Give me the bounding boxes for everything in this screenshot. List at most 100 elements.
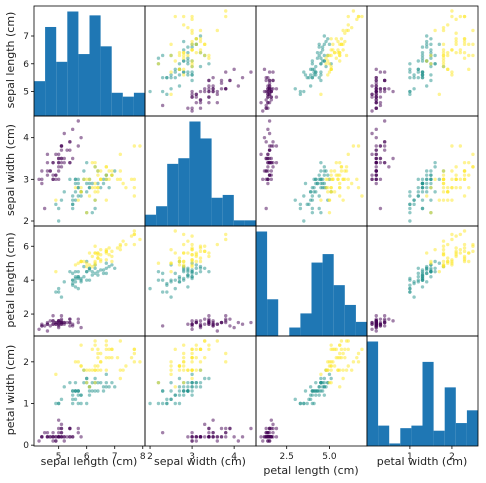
scatter-point — [54, 439, 58, 443]
scatter-point — [215, 439, 220, 443]
scatter-point — [56, 165, 61, 169]
scatter-point — [429, 185, 433, 190]
scatter-point — [211, 84, 215, 88]
scatter-point — [462, 37, 467, 41]
scatter-point — [374, 148, 378, 152]
scatter-point — [339, 339, 344, 343]
scatter-point — [194, 266, 198, 270]
scatter-point — [99, 177, 103, 182]
scatter-point — [190, 319, 194, 323]
scatter-point — [169, 53, 173, 58]
scatter-point — [374, 144, 378, 148]
scatter-point — [51, 322, 55, 326]
scatter-point — [59, 426, 64, 431]
scatter-point — [408, 286, 412, 291]
scatter-point — [207, 78, 211, 83]
panel-sepal-width-vs-petal-width — [366, 115, 479, 227]
hist-bar — [156, 206, 168, 226]
scatter-point — [186, 380, 190, 385]
scatter-point — [186, 62, 190, 66]
scatter-point — [458, 50, 463, 55]
scatter-point — [224, 70, 228, 74]
scatter-point — [181, 264, 186, 269]
scatter-point — [169, 380, 173, 385]
scatter-point — [374, 173, 378, 177]
scatter-point — [374, 87, 378, 91]
scatter-point — [266, 95, 270, 99]
scatter-point — [437, 92, 442, 97]
scatter-point — [70, 283, 75, 287]
scatter-point — [458, 247, 463, 252]
scatter-point — [374, 106, 378, 110]
scatter-point — [177, 256, 182, 260]
scatter-point — [173, 401, 177, 406]
scatter-point — [310, 75, 315, 80]
scatter-point — [408, 290, 412, 294]
scatter-point — [70, 393, 75, 397]
scatter-point — [302, 401, 306, 406]
scatter-point — [378, 317, 383, 321]
scatter-point — [104, 266, 109, 270]
scatter-point — [224, 319, 228, 323]
scatter-point — [346, 152, 350, 157]
scatter-point — [261, 177, 265, 182]
scatter-point — [48, 324, 52, 328]
scatter-point — [190, 435, 194, 439]
scatter-point — [90, 273, 95, 277]
scatter-point — [70, 397, 75, 402]
scatter-point — [148, 89, 152, 94]
hist-bar — [233, 220, 245, 226]
scatter-point — [264, 206, 268, 211]
scatter-point — [408, 75, 412, 80]
scatter-point — [169, 75, 173, 80]
scatter-point — [298, 89, 303, 94]
scatter-point — [198, 360, 203, 364]
scatter-point — [322, 53, 327, 58]
scatter-point — [59, 319, 64, 323]
scatter-point — [190, 247, 194, 252]
scatter-point — [317, 385, 321, 389]
scatter-point — [211, 75, 215, 80]
scatter-point — [51, 173, 55, 177]
scatter-point — [274, 95, 279, 99]
scatter-point — [467, 53, 471, 58]
scatter-point — [101, 385, 106, 389]
y-tick-label: 5 — [23, 88, 29, 98]
scatter-point — [207, 95, 211, 99]
scatter-point — [370, 92, 374, 97]
scatter-point — [408, 190, 412, 194]
scatter-point — [101, 268, 106, 272]
scatter-point — [269, 87, 274, 91]
scatter-point — [93, 261, 97, 265]
scatter-point — [355, 355, 359, 360]
hist-bar — [333, 285, 345, 336]
scatter-point — [51, 160, 55, 165]
scatter-point — [338, 181, 342, 186]
scatter-point — [85, 190, 89, 194]
scatter-point — [267, 131, 272, 136]
scatter-point — [104, 347, 109, 352]
scatter-point — [96, 269, 100, 274]
scatter-point — [186, 73, 190, 77]
scatter-point — [87, 268, 92, 272]
scatter-point — [40, 435, 44, 439]
scatter-point — [198, 322, 203, 326]
scatter-point — [391, 319, 395, 323]
scatter-point — [107, 169, 111, 173]
scatter-point — [271, 78, 275, 83]
scatter-point — [73, 285, 78, 289]
scatter-point — [56, 219, 61, 223]
scatter-point — [173, 14, 177, 19]
scatter-point — [416, 185, 420, 190]
scatter-point — [420, 190, 425, 194]
x-tick-label: 7 — [112, 452, 118, 462]
scatter-point — [62, 160, 66, 165]
scatter-point — [441, 53, 446, 58]
scatter-point — [339, 37, 344, 41]
scatter-point — [450, 70, 454, 74]
scatter-point — [391, 89, 395, 94]
scatter-point — [338, 355, 342, 360]
y-tick-label: 4 — [23, 276, 29, 286]
scatter-point — [266, 169, 270, 173]
scatter-point — [124, 364, 128, 368]
